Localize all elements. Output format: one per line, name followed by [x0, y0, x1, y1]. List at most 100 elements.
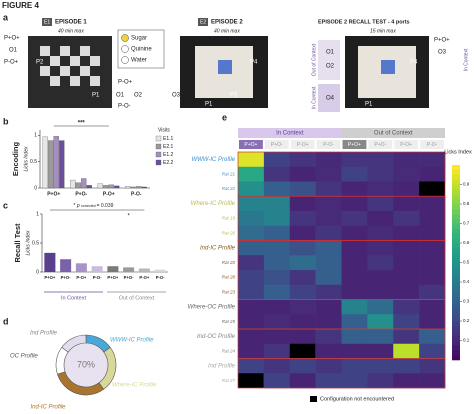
heat-cell — [367, 314, 394, 330]
heat-cell — [419, 299, 446, 315]
bar — [70, 179, 76, 189]
bar — [125, 186, 131, 189]
colorbar-step — [452, 277, 460, 283]
bar — [81, 178, 87, 189]
heat-cell — [419, 211, 446, 227]
heat-cell — [341, 166, 368, 182]
object — [381, 60, 395, 74]
heat-cell — [263, 196, 291, 212]
y-tick-label: 0 — [34, 185, 37, 191]
heat-cell — [393, 270, 420, 286]
colorbar-step — [452, 204, 460, 210]
heat-cell — [238, 225, 265, 241]
missing-label: Configuration not encountered — [320, 396, 394, 402]
heat-cell — [341, 255, 368, 271]
heat-cell — [367, 196, 394, 212]
bar — [60, 259, 72, 272]
heat-cell — [263, 358, 291, 374]
heat-cell — [289, 255, 316, 271]
port-label: O4 — [186, 93, 195, 99]
heat-cell — [341, 152, 368, 168]
legend-box — [117, 29, 165, 69]
colorbar-step — [452, 199, 460, 205]
heat-cell — [263, 166, 291, 182]
p-value-part: p — [76, 203, 81, 209]
heat-cell — [263, 329, 291, 345]
port-label: O3 — [438, 50, 447, 56]
missing-cell — [238, 373, 264, 388]
port-label: P+O+ — [434, 38, 450, 44]
panel-letter: e — [222, 112, 227, 122]
colorbar-step — [452, 228, 460, 234]
colorbar-tick-label: 0.1 — [463, 338, 470, 343]
heat-cell — [419, 373, 446, 389]
heat-cell — [367, 343, 394, 359]
x-tick-label: P-O+ — [76, 275, 86, 280]
heat-cell — [263, 270, 291, 286]
badge-text: E2 — [200, 19, 206, 25]
heat-cell — [315, 358, 342, 374]
group-label: In Context — [61, 295, 87, 301]
heat-cell — [341, 358, 368, 374]
heat-cell — [315, 284, 342, 300]
port-label: O3 — [172, 93, 181, 99]
heat-cell — [238, 299, 265, 315]
heat-cell — [341, 343, 368, 359]
colorbar-step — [452, 296, 460, 302]
colorbar-step — [452, 340, 460, 346]
heat-cell — [263, 211, 291, 227]
missing-swatch — [310, 396, 317, 402]
port-label: O2 — [326, 64, 335, 70]
heat-cell — [315, 240, 342, 256]
heat-cell — [341, 270, 368, 286]
heat-cell — [393, 152, 420, 168]
colorbar-label: Licks Index — [444, 149, 472, 155]
heat-cell — [393, 373, 420, 389]
legend-label: E2.1 — [163, 144, 174, 150]
heat-cell — [419, 152, 446, 168]
heat-cell — [393, 358, 420, 374]
bar — [136, 186, 142, 189]
row-label: Where-IC Profile — [191, 201, 236, 207]
heat-cell — [367, 166, 394, 182]
legend-title: Visits — [158, 127, 170, 133]
port-label: O1 — [9, 48, 18, 54]
colorbar-step — [452, 350, 460, 356]
heat-cell — [419, 166, 446, 182]
colorbar-tick-label: 0.9 — [463, 182, 470, 187]
episode-title: EPISODE 1 — [55, 20, 87, 26]
column-header — [394, 140, 419, 149]
heat-cell — [315, 270, 342, 286]
bar — [44, 252, 56, 272]
colorbar-step — [452, 247, 460, 254]
colorbar-step — [452, 218, 460, 224]
column-header — [239, 140, 263, 149]
colorbar-tick-label: 0.5 — [463, 260, 470, 265]
colorbar-tick-label: 0.4 — [463, 279, 470, 284]
heat-cell — [419, 196, 446, 212]
heat-cell — [419, 314, 446, 330]
heat-cell — [367, 181, 394, 197]
row-label: Rat 23 — [222, 289, 236, 294]
bar — [53, 136, 59, 189]
heat-cell — [263, 343, 291, 359]
heat-cell — [367, 270, 394, 286]
heat-cell — [367, 211, 394, 227]
legend-icon — [121, 45, 129, 53]
colorbar-step — [452, 233, 460, 239]
heat-cell — [393, 284, 420, 300]
heat-cell — [263, 284, 291, 300]
heat-cell — [289, 225, 316, 241]
y-group-label: Recall Test — [13, 223, 22, 263]
group-header — [238, 128, 342, 138]
heat-cell — [367, 225, 394, 241]
column-header — [316, 140, 341, 149]
heat-cell — [367, 152, 394, 168]
badge-text: E1 — [44, 19, 50, 25]
port-label: P-O- — [118, 104, 131, 110]
x-tick-label: P+O+ — [107, 275, 118, 280]
heat-cell — [341, 225, 368, 241]
colorbar-step — [452, 223, 460, 229]
port-label: P+O+ — [4, 36, 20, 42]
heat-cell — [238, 314, 265, 330]
